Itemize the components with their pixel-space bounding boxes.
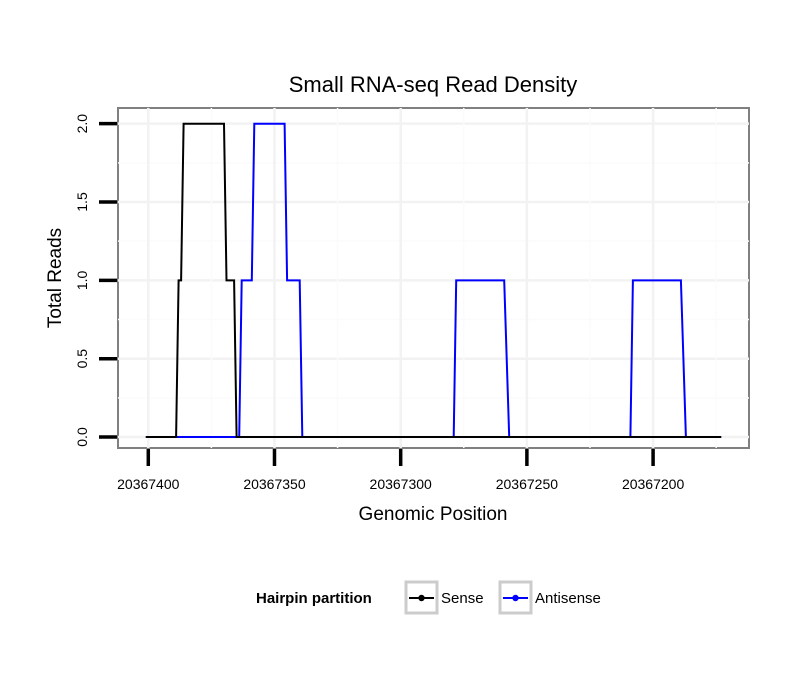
- x-tick-label: 20367350: [243, 476, 306, 492]
- y-tick-label: 1.5: [74, 192, 90, 212]
- x-tick-label: 20367300: [370, 476, 433, 492]
- y-tick-label: 0.5: [74, 349, 90, 369]
- grid: [118, 108, 749, 448]
- chart-title: Small RNA-seq Read Density: [289, 72, 578, 97]
- x-axis-label: Genomic Position: [359, 504, 508, 525]
- series-layer: [145, 122, 722, 438]
- axis-ticks: [99, 121, 655, 466]
- legend-key-point: [418, 594, 425, 602]
- legend-label-sense: Sense: [441, 590, 484, 607]
- legend: Hairpin partition Sense Antisense: [256, 580, 601, 615]
- y-tick-label: 1.0: [74, 270, 90, 290]
- y-axis-label: Total Reads: [45, 228, 66, 328]
- x-tick-label: 20367250: [496, 476, 559, 492]
- x-tick-label: 20367200: [622, 476, 685, 492]
- legend-key-point: [512, 594, 519, 602]
- plot-panel: [117, 107, 750, 449]
- series-line-sense: [145, 122, 722, 438]
- tick-labels: 0.0 0.5 1.0 1.5 2.0 20367400 20367350 20367300 2…: [74, 114, 684, 492]
- legend-title: Hairpin partition: [256, 590, 372, 607]
- y-tick-label: 0.0: [74, 427, 90, 447]
- x-tick-label: 20367400: [117, 476, 180, 492]
- y-tick-label: 2.0: [74, 114, 90, 134]
- legend-label-antisense: Antisense: [535, 590, 601, 607]
